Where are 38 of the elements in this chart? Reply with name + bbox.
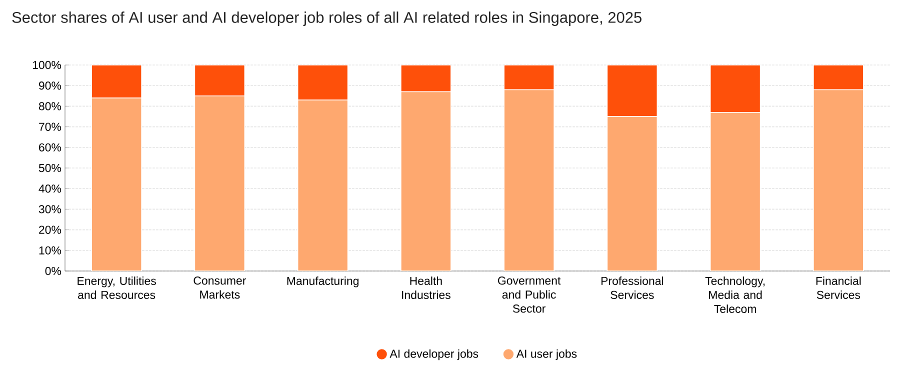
bar [813,65,864,90]
bar [297,100,348,271]
bar [606,116,658,271]
y-tick-label: 60% [39,143,62,152]
bar [504,89,554,271]
y-tick-label: 30% [38,205,62,214]
y-tick-label: 50% [38,164,62,172]
x-tick-label: Professional Services [601,276,664,299]
y-tick-label: 40% [38,184,62,193]
bar [400,91,452,271]
bar [813,89,864,271]
legend-label: AI user jobs [516,349,577,360]
x-tick-label: Manufacturing [287,276,358,288]
x-tick-label: Health Industries [402,276,450,299]
legend-label: AI developer jobs [390,349,478,360]
bar [194,96,246,271]
bar [91,65,142,98]
bar [606,65,658,117]
y-tick-label: 70% [39,122,62,131]
y-tick-label: 0% [45,266,62,276]
x-tick-label: Consumer Markets [194,276,246,299]
x-tick-label: Government and Public Sector [498,276,561,313]
chart-title: Sector shares of AI user and AI developer job roles of all AI related roles in Singapore, 2025 [12,12,642,26]
bar [504,65,554,90]
bar [194,65,246,96]
bar [91,98,142,271]
bar [400,65,452,92]
x-tick-label: Energy, Utilities and Resources [78,276,156,299]
y-tick-label: 100% [32,60,62,70]
y-tick-label: 10% [39,246,62,254]
y-tick-label: 20% [39,226,62,234]
x-tick-label: Technology, Media and Telecom [705,276,765,313]
bar [710,65,761,113]
bar [297,65,348,100]
bar [710,112,761,271]
y-tick-label: 90% [38,82,62,90]
y-tick-label: 80% [38,102,62,110]
x-tick-label: Financial Services [816,276,861,299]
